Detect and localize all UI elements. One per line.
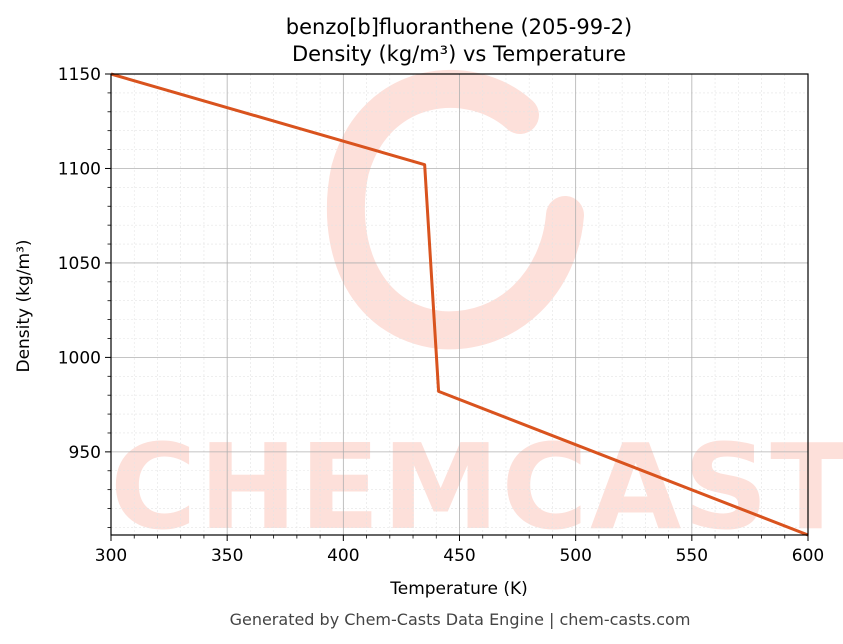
x-tick-label: 350 <box>211 546 243 566</box>
x-tick-label: 500 <box>559 546 591 566</box>
x-tick-label: 550 <box>676 546 708 566</box>
x-tick-label: 300 <box>95 546 127 566</box>
chart-title-line1: benzo[b]fluoranthene (205-99-2) <box>286 15 632 39</box>
y-tick-label: 1000 <box>58 348 101 368</box>
watermark-text: CHEMCASTS <box>110 418 843 556</box>
x-axis-ticks: 300 350 400 450 500 550 600 <box>95 535 824 566</box>
y-tick-label: 1100 <box>58 159 101 179</box>
density-line <box>110 72 809 537</box>
y-tick-label: 1150 <box>58 65 101 85</box>
watermark-swirl <box>326 70 584 350</box>
footer-credit: Generated by Chem-Casts Data Engine | ch… <box>230 610 691 629</box>
x-tick-label: 450 <box>443 546 475 566</box>
watermark-logo: CHEMCASTS <box>110 70 843 556</box>
chart-title-line2: Density (kg/m³) vs Temperature <box>292 42 626 66</box>
x-axis-label: Temperature (K) <box>389 579 528 599</box>
series-layer <box>110 72 809 537</box>
x-tick-label: 600 <box>792 546 824 566</box>
y-tick-label: 1050 <box>58 254 101 274</box>
y-axis-label: Density (kg/m³) <box>14 239 34 372</box>
y-axis-ticks: 950 1000 1050 1100 1150 <box>58 65 111 528</box>
y-tick-label: 950 <box>69 443 101 463</box>
x-tick-label: 400 <box>327 546 359 566</box>
